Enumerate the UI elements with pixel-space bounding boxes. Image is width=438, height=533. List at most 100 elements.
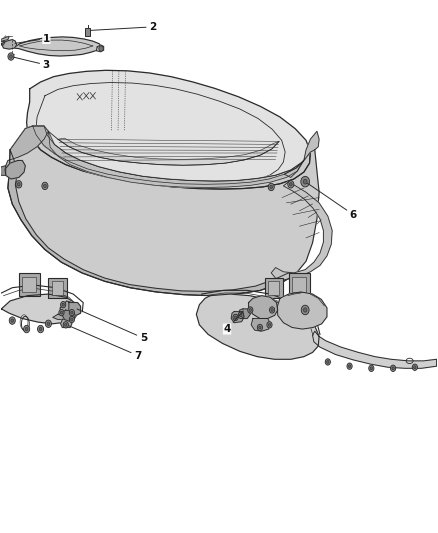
Circle shape [238, 312, 244, 318]
Circle shape [69, 310, 74, 316]
Circle shape [234, 316, 237, 319]
Polygon shape [251, 318, 270, 331]
Polygon shape [14, 37, 101, 56]
Circle shape [412, 364, 417, 370]
Circle shape [392, 367, 394, 370]
Bar [19, 273, 40, 296]
Polygon shape [196, 294, 319, 359]
Bar [289, 273, 310, 296]
Circle shape [301, 305, 309, 315]
Polygon shape [96, 45, 104, 52]
Circle shape [327, 360, 329, 364]
Circle shape [39, 327, 42, 331]
Circle shape [47, 322, 50, 326]
Bar [85, 28, 90, 36]
Polygon shape [8, 126, 319, 296]
Polygon shape [0, 166, 6, 175]
Polygon shape [249, 296, 278, 318]
Circle shape [38, 325, 44, 333]
Circle shape [16, 181, 22, 188]
Circle shape [370, 367, 372, 370]
Polygon shape [1, 39, 17, 49]
Circle shape [46, 320, 51, 327]
Circle shape [348, 365, 351, 368]
Circle shape [301, 176, 310, 187]
Text: 5: 5 [77, 309, 147, 343]
Circle shape [69, 317, 74, 322]
Polygon shape [6, 126, 48, 172]
Polygon shape [313, 331, 437, 368]
Bar [268, 281, 279, 295]
Polygon shape [271, 182, 332, 280]
Circle shape [63, 321, 68, 328]
Text: 3: 3 [14, 57, 50, 70]
Polygon shape [239, 309, 251, 318]
Circle shape [271, 309, 273, 311]
Circle shape [65, 324, 67, 326]
Polygon shape [1, 294, 79, 324]
Polygon shape [48, 131, 302, 188]
Polygon shape [33, 126, 304, 184]
Polygon shape [8, 150, 293, 296]
Polygon shape [284, 131, 319, 177]
Circle shape [59, 310, 64, 316]
Circle shape [240, 314, 242, 317]
Polygon shape [0, 41, 5, 45]
Circle shape [43, 184, 46, 188]
Circle shape [268, 183, 274, 191]
Circle shape [99, 46, 103, 51]
Bar [292, 277, 306, 293]
Polygon shape [69, 303, 81, 316]
Circle shape [10, 55, 12, 58]
Text: 1: 1 [15, 34, 50, 44]
Circle shape [11, 319, 14, 322]
Text: 6: 6 [307, 183, 357, 220]
Circle shape [8, 53, 14, 60]
Polygon shape [277, 292, 327, 329]
Circle shape [60, 302, 66, 308]
Circle shape [71, 318, 73, 321]
Polygon shape [60, 301, 73, 317]
Circle shape [18, 183, 20, 186]
Circle shape [9, 317, 15, 324]
Circle shape [249, 309, 251, 311]
Circle shape [71, 311, 73, 314]
Circle shape [259, 326, 261, 329]
Circle shape [233, 314, 238, 320]
Circle shape [303, 179, 307, 184]
Circle shape [290, 183, 292, 186]
Polygon shape [0, 36, 9, 42]
Circle shape [347, 363, 352, 369]
Circle shape [269, 307, 275, 313]
Polygon shape [25, 126, 311, 189]
Circle shape [391, 365, 396, 372]
Bar [22, 277, 36, 293]
Polygon shape [53, 314, 73, 319]
Polygon shape [231, 312, 244, 322]
Polygon shape [62, 310, 75, 321]
Circle shape [60, 311, 63, 314]
Polygon shape [27, 70, 311, 189]
Circle shape [248, 307, 253, 313]
Text: 7: 7 [69, 326, 141, 361]
Circle shape [369, 365, 374, 372]
Circle shape [257, 324, 262, 330]
Circle shape [288, 181, 294, 188]
Circle shape [270, 185, 272, 189]
Circle shape [62, 303, 64, 306]
Circle shape [267, 321, 272, 328]
Circle shape [413, 366, 416, 369]
Circle shape [325, 359, 330, 365]
Circle shape [42, 182, 48, 190]
Circle shape [25, 327, 28, 331]
Circle shape [304, 308, 307, 312]
Polygon shape [6, 160, 25, 179]
Bar [52, 281, 63, 295]
Polygon shape [60, 319, 72, 327]
Bar [48, 278, 67, 298]
Bar [265, 278, 283, 298]
Text: 2: 2 [90, 22, 157, 32]
Text: 4: 4 [223, 311, 243, 334]
Polygon shape [58, 138, 279, 165]
Circle shape [268, 324, 271, 326]
